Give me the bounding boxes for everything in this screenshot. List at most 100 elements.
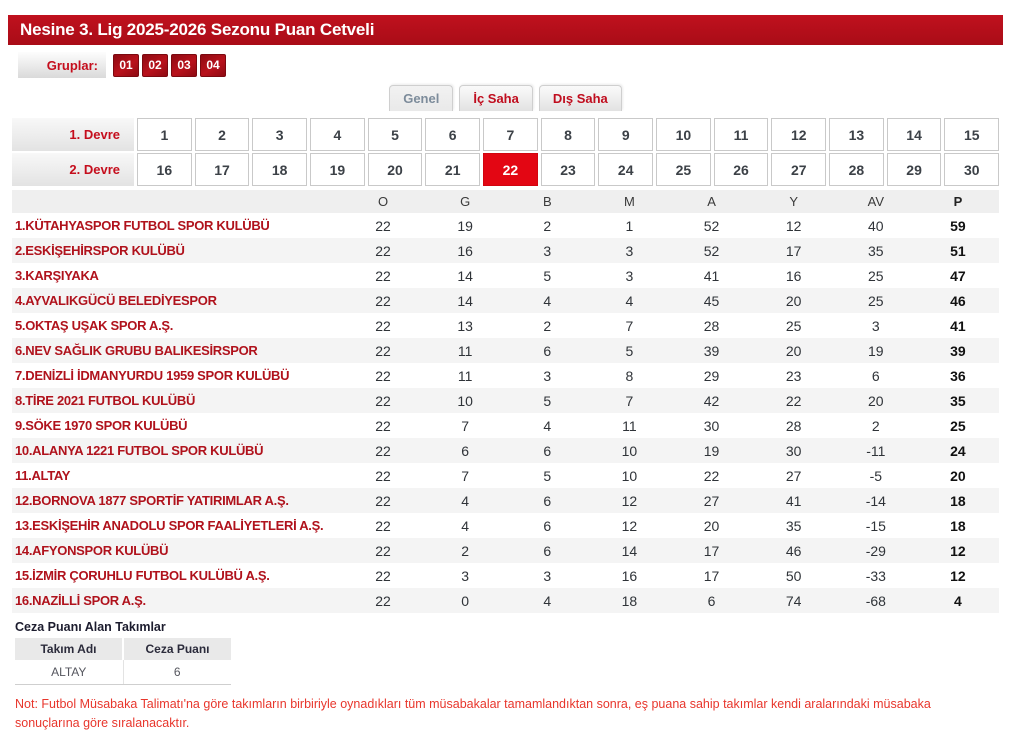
stat-m: 8 xyxy=(625,367,634,384)
week-row-1: 1. Devre 1 2 3 4 5 6 7 8 9 10 11 12 13 14 15 xyxy=(12,118,1000,151)
team-cell: 12.BORNOVA 1877 SPORTİF YATIRIMLAR A.Ş. xyxy=(12,493,342,508)
week-cell-2[interactable]: 2 xyxy=(194,118,250,151)
week-cell-12[interactable]: 12 xyxy=(771,118,827,151)
team-name: 8.TİRE 2021 FUTBOL KULÜBÜ xyxy=(15,393,196,408)
table-row: 4.AYVALIKGÜCÜ BELEDİYESPOR 22 14 4 4 45 20 25 46 xyxy=(12,288,999,313)
week-cell-28[interactable]: 28 xyxy=(829,153,884,186)
stat-g: 13 xyxy=(457,317,473,334)
week-cell-10[interactable]: 10 xyxy=(656,118,711,151)
week-cell-1[interactable]: 1 xyxy=(137,118,192,151)
stat-g: 2 xyxy=(461,542,470,559)
tab-dis-saha[interactable]: Dış Saha xyxy=(538,85,622,111)
team-name: 6.NEV SAĞLIK GRUBU BALIKESİRSPOR xyxy=(15,343,258,358)
stat-av: -5 xyxy=(869,467,883,484)
stat-a: 28 xyxy=(703,317,720,334)
column-header-b: B xyxy=(542,194,552,209)
group-button-04[interactable]: 04 xyxy=(200,53,226,77)
stat-p: 59 xyxy=(950,217,966,234)
team-name: 15.İZMİR ÇORUHLU FUTBOL KULÜBÜ A.Ş. xyxy=(15,568,270,583)
week-cell-22[interactable]: 22 xyxy=(483,153,538,186)
stat-a: 45 xyxy=(703,292,720,309)
devre-label-2: 2. Devre xyxy=(12,153,134,186)
penalty-header-row: Takım Adı Ceza Puanı xyxy=(15,638,231,660)
stat-p: 24 xyxy=(950,442,966,459)
stat-b: 5 xyxy=(543,467,552,484)
stat-o: 22 xyxy=(375,567,391,584)
week-cell-4[interactable]: 4 xyxy=(310,118,365,151)
stat-b: 3 xyxy=(543,367,552,384)
week-cell-15[interactable]: 15 xyxy=(944,118,1000,151)
week-cell-3[interactable]: 3 xyxy=(252,118,308,151)
week-cell-11[interactable]: 11 xyxy=(713,118,769,151)
week-cell-5[interactable]: 5 xyxy=(367,118,423,151)
stat-av: 20 xyxy=(868,392,884,409)
stat-p: 51 xyxy=(950,242,966,259)
penalty-points: 6 xyxy=(123,660,231,685)
page-title-bar: Nesine 3. Lig 2025-2026 Sezonu Puan Cetv… xyxy=(8,15,1003,45)
stat-o: 22 xyxy=(375,467,391,484)
stat-g: 0 xyxy=(461,592,470,609)
stat-m: 12 xyxy=(621,517,638,534)
team-name: 11.ALTAY xyxy=(15,468,71,483)
week-cell-17[interactable]: 17 xyxy=(194,153,250,186)
stat-g: 16 xyxy=(457,242,473,259)
week-cell-21[interactable]: 21 xyxy=(425,153,481,186)
group-button-02[interactable]: 02 xyxy=(142,53,168,77)
week-cell-24[interactable]: 24 xyxy=(598,153,654,186)
groups-row: Gruplar: 01 02 03 04 xyxy=(18,52,1011,78)
groups-label: Gruplar: xyxy=(18,52,106,78)
week-cell-23[interactable]: 23 xyxy=(540,153,596,186)
penalty-column-header: Ceza Puanı xyxy=(123,638,231,660)
stat-a: 6 xyxy=(707,592,716,609)
stat-a: 17 xyxy=(703,567,720,584)
team-name: 7.DENİZLİ İDMANYURDU 1959 SPOR KULÜBÜ xyxy=(15,368,290,383)
week-cell-26[interactable]: 26 xyxy=(713,153,769,186)
week-cell-9[interactable]: 9 xyxy=(598,118,654,151)
stat-p: 12 xyxy=(950,567,966,584)
group-button-01[interactable]: 01 xyxy=(113,53,139,77)
week-cell-29[interactable]: 29 xyxy=(886,153,942,186)
stat-av: 19 xyxy=(868,342,884,359)
week-cell-27[interactable]: 27 xyxy=(771,153,827,186)
week-cell-16[interactable]: 16 xyxy=(137,153,192,186)
stat-a: 52 xyxy=(703,217,720,234)
week-cell-6[interactable]: 6 xyxy=(425,118,481,151)
week-cell-19[interactable]: 19 xyxy=(310,153,365,186)
stat-av: 40 xyxy=(868,217,884,234)
stat-y: 30 xyxy=(785,442,802,459)
group-button-03[interactable]: 03 xyxy=(171,53,197,77)
week-cell-8[interactable]: 8 xyxy=(540,118,596,151)
week-cell-20[interactable]: 20 xyxy=(367,153,423,186)
team-name: 13.ESKİŞEHİR ANADOLU SPOR FAALİYETLERİ A… xyxy=(15,518,324,533)
stat-b: 4 xyxy=(543,417,552,434)
table-row: 3.KARŞIYAKA 22 14 5 3 41 16 25 47 xyxy=(12,263,999,288)
team-cell: 13.ESKİŞEHİR ANADOLU SPOR FAALİYETLERİ A… xyxy=(12,518,342,533)
stat-a: 41 xyxy=(703,267,720,284)
week-cell-14[interactable]: 14 xyxy=(886,118,942,151)
week-cell-7[interactable]: 7 xyxy=(483,118,538,151)
stat-y: 27 xyxy=(785,467,802,484)
table-row: 13.ESKİŞEHİR ANADOLU SPOR FAALİYETLERİ A… xyxy=(12,513,999,538)
stat-o: 22 xyxy=(375,317,391,334)
tab-ic-saha[interactable]: İç Saha xyxy=(459,85,533,111)
tab-genel[interactable]: Genel xyxy=(389,85,454,111)
stat-o: 22 xyxy=(375,242,391,259)
stat-y: 20 xyxy=(785,342,802,359)
stat-m: 7 xyxy=(625,317,634,334)
stat-a: 20 xyxy=(703,517,720,534)
tabs: Genel İç Saha Dış Saha xyxy=(0,85,1011,111)
week-cell-30[interactable]: 30 xyxy=(944,153,1000,186)
team-cell: 3.KARŞIYAKA xyxy=(12,268,342,283)
week-cell-18[interactable]: 18 xyxy=(252,153,308,186)
stat-av: 2 xyxy=(871,417,880,434)
stat-o: 22 xyxy=(375,592,391,609)
team-name: 5.OKTAŞ UŞAK SPOR A.Ş. xyxy=(15,318,174,333)
table-row: 12.BORNOVA 1877 SPORTİF YATIRIMLAR A.Ş. 2… xyxy=(12,488,999,513)
stat-p: 35 xyxy=(950,392,966,409)
stat-av: 25 xyxy=(868,292,884,309)
week-cell-13[interactable]: 13 xyxy=(829,118,884,151)
week-cell-25[interactable]: 25 xyxy=(656,153,711,186)
stat-b: 5 xyxy=(543,267,552,284)
stat-b: 2 xyxy=(543,317,552,334)
page-title: Nesine 3. Lig 2025-2026 Sezonu Puan Cetv… xyxy=(20,20,375,39)
